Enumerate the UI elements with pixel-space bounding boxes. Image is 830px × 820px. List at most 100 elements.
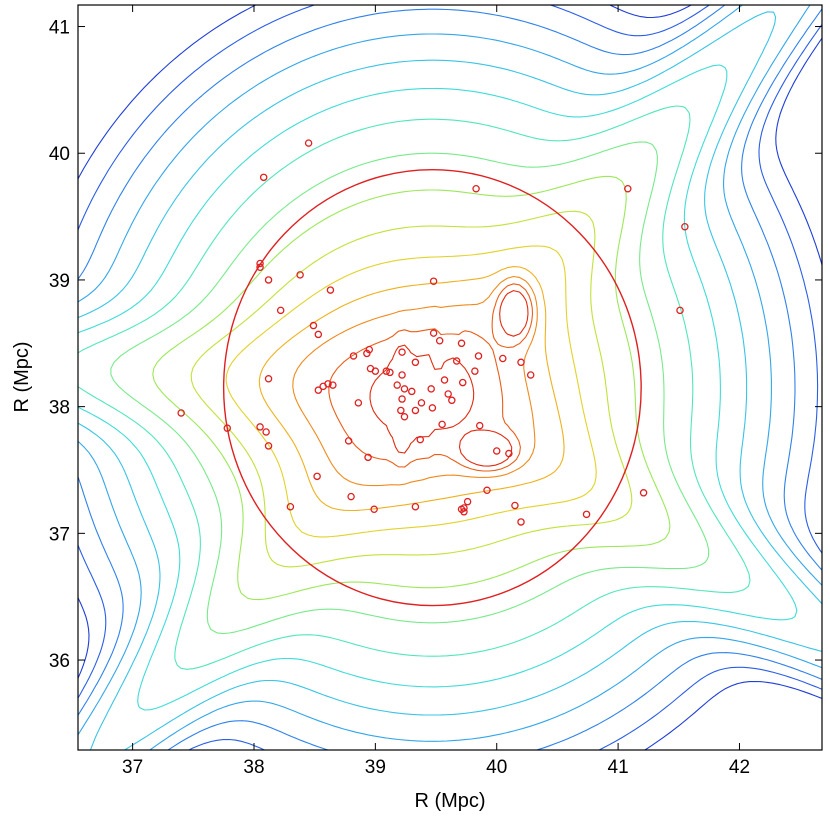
galaxy-marker [400, 385, 409, 393]
y-tick-label: 36 [49, 651, 70, 672]
y-axis-ticks: 36 37 38 39 40 41 [49, 18, 822, 672]
galaxy-marker [511, 501, 519, 510]
contour-level-10 [225, 245, 597, 538]
galaxy-marker [681, 222, 689, 231]
galaxy-marker [324, 380, 332, 388]
galaxy-marker [435, 337, 444, 345]
contour-level-7 [110, 141, 710, 635]
y-tick-label: 40 [49, 144, 70, 165]
galaxy-marker [386, 368, 394, 377]
galaxy-marker [416, 435, 425, 444]
galaxy-marker [259, 173, 268, 182]
galaxy-marker [448, 396, 456, 405]
contour-level-14 [369, 290, 529, 467]
galaxy-marker [223, 424, 232, 432]
plot-frame [77, 4, 823, 751]
x-tick-label: 38 [243, 757, 264, 778]
contour-level-11 [258, 266, 565, 512]
galaxy-marker [262, 428, 270, 436]
galaxy-marker [344, 437, 353, 445]
galaxy-marker [177, 409, 185, 417]
galaxy-marker [444, 390, 452, 398]
galaxy-marker [304, 139, 313, 147]
galaxy-marker [256, 423, 264, 431]
galaxy-marker [347, 492, 355, 501]
galaxy-marker [472, 184, 480, 193]
aperture-circle-layer [222, 169, 642, 607]
galaxy-marker [286, 502, 295, 511]
galaxy-marker [314, 330, 323, 339]
galaxy-marker [313, 472, 321, 481]
contour-level-6 [78, 105, 751, 670]
galaxy-marker [371, 367, 380, 375]
galaxy-marker [393, 381, 401, 389]
galaxy-marker [624, 184, 632, 193]
galaxy-marker [471, 367, 479, 375]
galaxy-marker [483, 486, 491, 495]
galaxy-marker [256, 263, 264, 272]
x-tick-label: 40 [486, 757, 507, 778]
y-tick-label: 41 [49, 18, 70, 39]
galaxy-marker [417, 399, 426, 407]
galaxy-marker [499, 354, 507, 363]
galaxy-marker [296, 271, 304, 279]
galaxy-marker [428, 404, 437, 412]
x-axis-ticks: 37 38 39 40 41 42 [122, 5, 750, 778]
galaxy-marker [264, 375, 273, 383]
galaxy-marker [329, 381, 337, 389]
galaxy-marker [458, 378, 467, 387]
galaxy-marker [398, 395, 406, 403]
x-tick-label: 42 [729, 757, 750, 778]
galaxy-marker [354, 399, 363, 407]
galaxy-marker [429, 329, 438, 337]
galaxy-marker [398, 371, 406, 379]
galaxy-marker [492, 447, 501, 455]
x-tick-label: 39 [365, 757, 386, 778]
galaxy-marker [526, 371, 535, 379]
contour-level-2 [78, 5, 822, 750]
galaxy-marker [438, 420, 446, 429]
galaxy-marker [582, 510, 591, 519]
contour-level-4 [78, 11, 822, 750]
galaxy-marker [326, 286, 335, 294]
galaxy-marker [349, 352, 358, 360]
galaxy-marker [398, 348, 406, 356]
galaxy-marker [475, 421, 484, 430]
galaxy-marker [363, 349, 371, 358]
galaxy-marker [474, 352, 483, 360]
contour-level-3 [78, 5, 822, 750]
galaxy-marker [370, 505, 378, 514]
galaxy-marker [408, 387, 416, 396]
y-axis-label: R (Mpc) [11, 341, 33, 412]
contour-level-8 [152, 175, 671, 601]
galaxy-marker [457, 339, 466, 348]
y-tick-label: 39 [49, 271, 70, 292]
contour-level-1 [78, 5, 822, 750]
contour-level-9 [190, 210, 633, 568]
x-tick-label: 41 [608, 757, 629, 778]
galaxy-marker [452, 357, 461, 365]
galaxy-marker [400, 413, 409, 421]
contour-level-5 [78, 64, 798, 711]
galaxy-marker [457, 505, 466, 514]
galaxy-marker [264, 276, 273, 284]
galaxy-marker [427, 385, 435, 393]
galaxy-marker [517, 518, 525, 526]
galaxy-marker [314, 386, 323, 394]
galaxy-marker [397, 406, 405, 415]
galaxy-marker [276, 306, 285, 315]
galaxy-marker [505, 449, 513, 458]
y-tick-label: 37 [49, 524, 70, 545]
contour-level-0 [78, 5, 822, 750]
galaxy-marker [309, 321, 318, 330]
galaxy-marker [517, 358, 525, 367]
aperture-circle [222, 169, 642, 607]
x-tick-label: 37 [122, 757, 143, 778]
galaxy-marker [411, 358, 420, 367]
contour-level-12 [292, 275, 538, 487]
galaxy-marker [382, 367, 391, 375]
galaxy-marker [411, 406, 420, 415]
galaxy-markers [177, 139, 689, 526]
